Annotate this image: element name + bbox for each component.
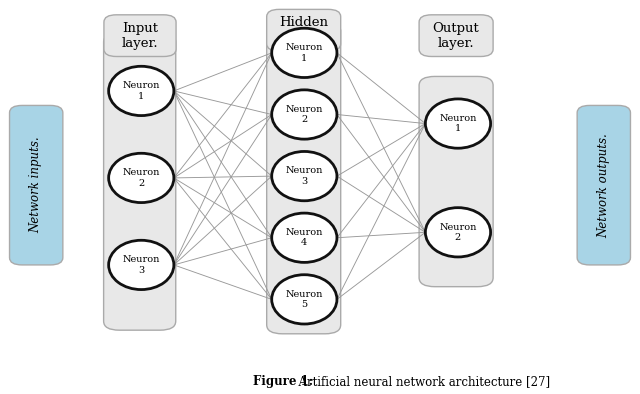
Text: Figure 1:: Figure 1:	[253, 375, 313, 388]
Text: Artificial neural network architecture [27]: Artificial neural network architecture […	[291, 375, 550, 388]
Text: Neuron
5: Neuron 5	[285, 290, 323, 309]
Text: Neuron
2: Neuron 2	[285, 105, 323, 124]
Text: Output
layer.: Output layer.	[433, 22, 479, 50]
Ellipse shape	[272, 213, 337, 262]
FancyBboxPatch shape	[419, 76, 493, 287]
Text: Network inputs.: Network inputs.	[29, 137, 43, 234]
FancyBboxPatch shape	[104, 33, 176, 330]
Text: Neuron
3: Neuron 3	[123, 255, 160, 275]
FancyBboxPatch shape	[577, 106, 630, 265]
FancyBboxPatch shape	[267, 9, 340, 51]
Text: Input
layer.: Input layer.	[122, 22, 158, 50]
Text: Neuron
1: Neuron 1	[123, 81, 160, 100]
Ellipse shape	[272, 151, 337, 201]
FancyBboxPatch shape	[419, 15, 493, 56]
Ellipse shape	[109, 240, 174, 290]
Text: Neuron
4: Neuron 4	[285, 228, 323, 247]
Ellipse shape	[109, 66, 174, 115]
Ellipse shape	[272, 275, 337, 324]
Ellipse shape	[426, 208, 491, 257]
Text: Neuron
3: Neuron 3	[285, 166, 323, 186]
Ellipse shape	[426, 99, 491, 148]
Ellipse shape	[272, 90, 337, 139]
Text: Neuron
1: Neuron 1	[285, 43, 323, 63]
Text: Neuron
2: Neuron 2	[123, 168, 160, 188]
Text: Network outputs.: Network outputs.	[597, 133, 611, 238]
Text: Neuron
2: Neuron 2	[439, 223, 477, 242]
FancyBboxPatch shape	[104, 15, 176, 56]
FancyBboxPatch shape	[267, 22, 340, 334]
Text: Neuron
1: Neuron 1	[439, 114, 477, 133]
Ellipse shape	[272, 28, 337, 78]
FancyBboxPatch shape	[10, 106, 63, 265]
Text: Hidden
layer.: Hidden layer.	[279, 16, 328, 44]
Ellipse shape	[109, 153, 174, 203]
